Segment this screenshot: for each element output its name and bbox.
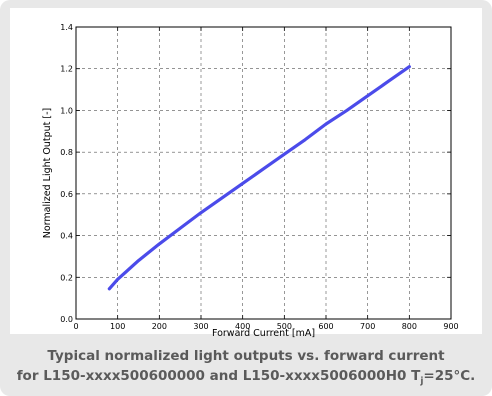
caption-line-1: Typical normalized light outputs vs. for… xyxy=(47,348,445,364)
x-tick-label: 900 xyxy=(443,322,458,331)
x-tick-label: 100 xyxy=(110,322,125,331)
caption-line-2-text: for L150-xxxx500600000 and L150-xxxx5006… xyxy=(16,368,421,384)
y-tick-label: 0.8 xyxy=(60,148,73,157)
y-tick-label: 0.4 xyxy=(60,232,73,241)
y-tick-label: 0.2 xyxy=(60,273,73,282)
x-tick-label: 0 xyxy=(73,322,78,331)
x-axis-ticks: 0 100 200 300 400 500 600 700 800 900 xyxy=(73,27,459,331)
y-tick-label: 0.0 xyxy=(60,315,73,324)
plot-border xyxy=(75,26,452,320)
grid-lines xyxy=(76,27,451,319)
x-tick-label: 700 xyxy=(360,322,375,331)
caption-subscript: j xyxy=(420,376,424,387)
y-tick-label: 1.2 xyxy=(60,65,73,74)
series-layer xyxy=(107,65,411,291)
caption-line-2-suffix: =25°C. xyxy=(423,368,476,384)
x-tick-label: 500 xyxy=(277,322,292,331)
figure-caption: Typical normalized light outputs vs. for… xyxy=(0,346,492,392)
y-axis-label: Normalized Light Output [-] xyxy=(42,108,53,238)
y-tick-label: 1.4 xyxy=(60,23,73,32)
y-axis-ticks: 0.0 0.2 0.4 0.6 0.8 1.0 1.2 1.4 xyxy=(60,23,451,324)
x-axis-label: Forward Current [mA] xyxy=(212,328,315,339)
plot-area xyxy=(76,27,451,319)
x-tick-label: 200 xyxy=(152,322,167,331)
caption-line-2: for L150-xxxx500600000 and L150-xxxx5006… xyxy=(0,366,492,392)
x-tick-label: 300 xyxy=(193,322,208,331)
y-tick-label: 1.0 xyxy=(60,106,73,115)
x-tick-label: 800 xyxy=(402,322,417,331)
x-tick-label: 400 xyxy=(235,322,250,331)
light-output-chart: 0 100 200 300 400 500 600 700 800 900 0.00.20.40.… xyxy=(42,23,459,339)
y-tick-label: 0.6 xyxy=(60,190,73,199)
series-line xyxy=(107,65,411,291)
x-tick-label: 600 xyxy=(318,322,333,331)
